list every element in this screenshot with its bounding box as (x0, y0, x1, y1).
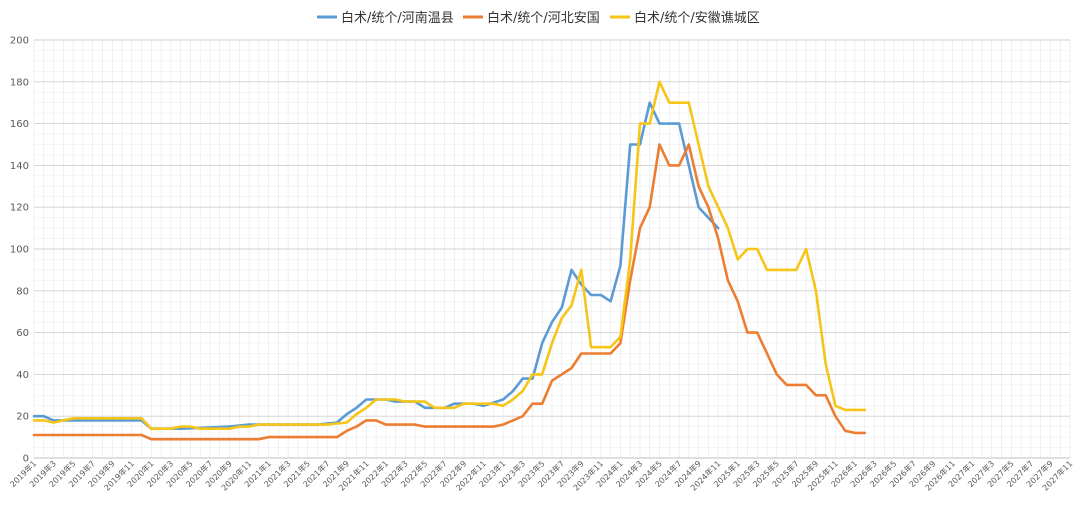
y-tick-label: 200 (10, 36, 29, 47)
series-line-3 (32, 80, 867, 431)
legend-label: 白术/统个/河南温县 (341, 10, 454, 26)
y-tick-label: 180 (10, 77, 29, 88)
y-tick-label: 120 (10, 203, 29, 214)
y-tick-label: 160 (10, 119, 29, 130)
y-axis: 0 20 40 60 80 100 120 140 160 180 200 (10, 36, 29, 465)
x-axis: 2019年12019年32019年52019年72019年92019年11202… (8, 457, 1074, 493)
y-tick-label: 40 (16, 370, 29, 381)
chart-gridlines (33, 39, 1071, 459)
series-lines (32, 80, 867, 441)
series-line-1 (32, 101, 720, 431)
y-tick-label: 80 (16, 286, 29, 297)
legend: 白术/统个/河南温县 白术/统个/河北安国 白术/统个/安徽谯城区 (317, 10, 760, 26)
legend-label: 白术/统个/河北安国 (487, 10, 600, 26)
y-tick-label: 100 (10, 245, 29, 256)
y-tick-label: 0 (23, 454, 29, 465)
series-line-2 (32, 143, 867, 441)
y-tick-label: 140 (10, 161, 29, 172)
y-tick-label: 60 (16, 328, 29, 339)
legend-label: 白术/统个/安徽谯城区 (634, 10, 760, 26)
y-tick-label: 20 (16, 412, 29, 423)
